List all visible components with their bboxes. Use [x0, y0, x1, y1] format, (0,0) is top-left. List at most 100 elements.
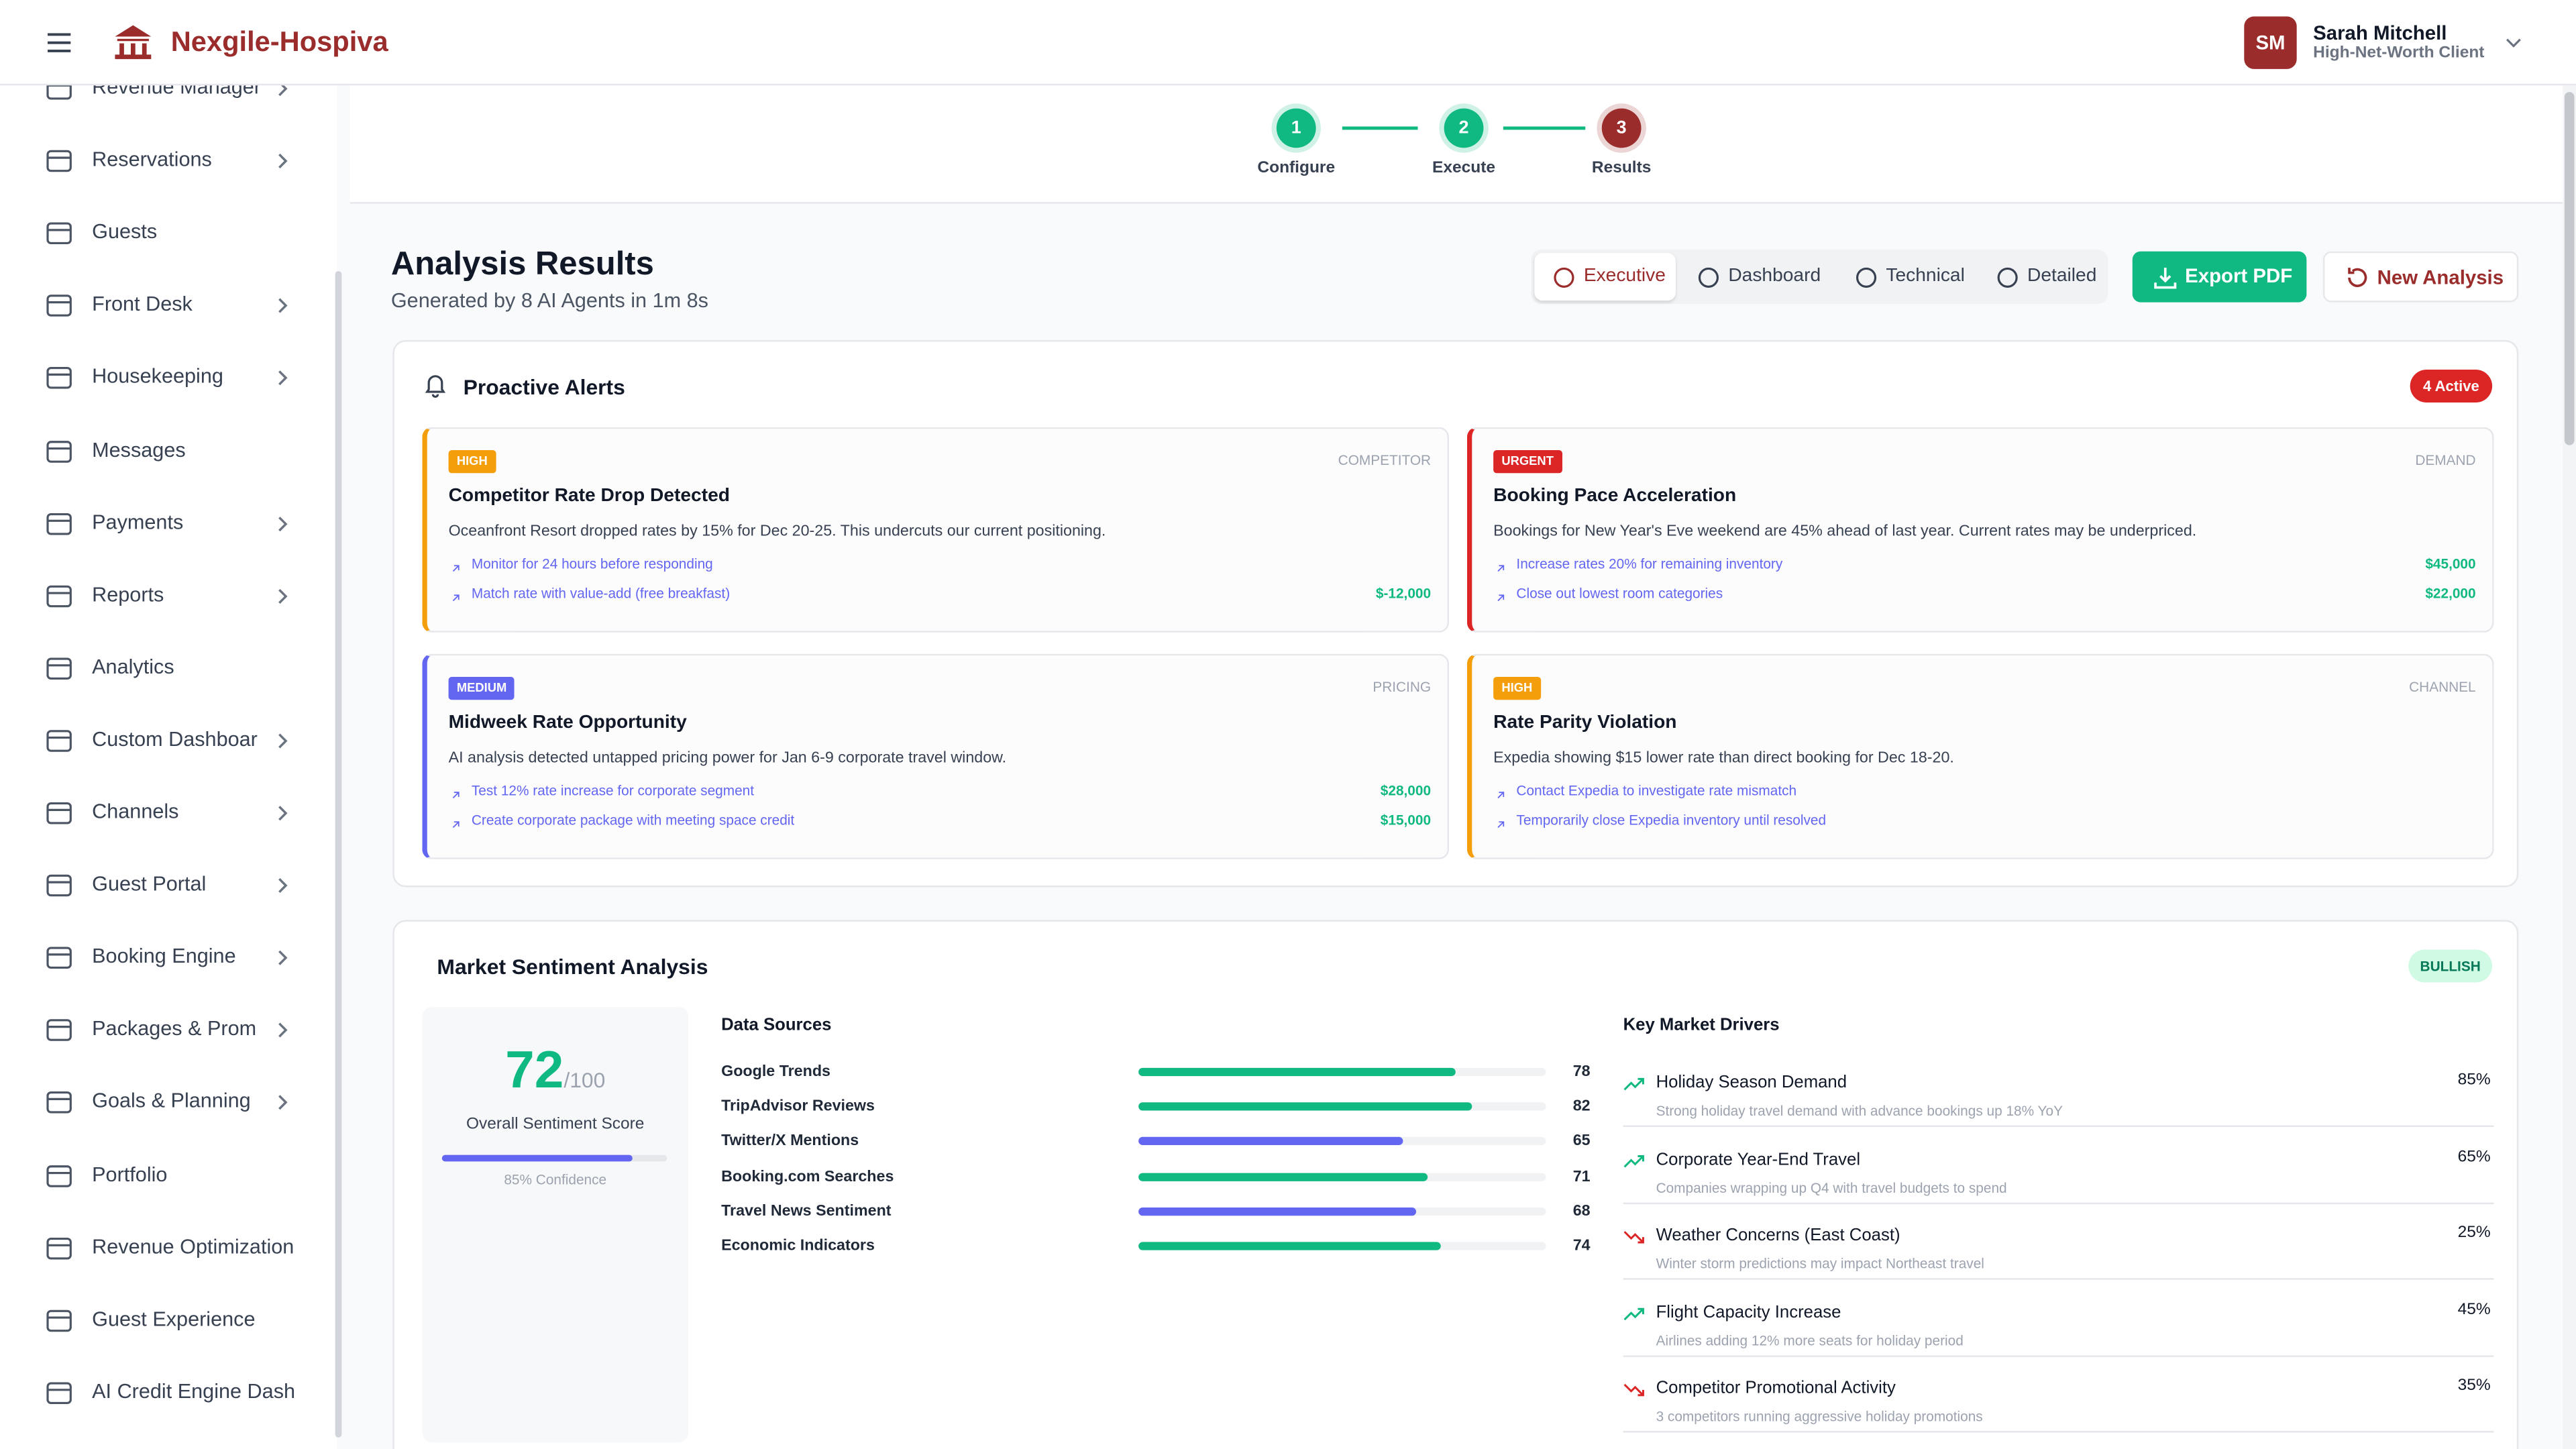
source-track	[1138, 1172, 1546, 1181]
source-name: Economic Indicators	[721, 1237, 875, 1256]
source-name: TripAdvisor Reviews	[721, 1097, 875, 1116]
logo	[115, 25, 152, 60]
alert-action[interactable]: Contact Expedia to investigate rate mism…	[1516, 782, 1797, 799]
alert[interactable]: HIGH COMPETITOR Competitor Rate Drop Detec…	[422, 427, 1450, 633]
nav-item[interactable]: Packages & Prom	[0, 1011, 329, 1051]
alert-action[interactable]: Monitor for 24 hours before responding	[471, 555, 713, 572]
nav-label: Packages & Prom	[92, 1017, 257, 1040]
nav-label: Custom Dashboar	[92, 727, 258, 751]
nav-item[interactable]: Housekeeping	[0, 359, 329, 398]
source-track	[1138, 1137, 1546, 1146]
alert-action[interactable]: Match rate with value-add (free breakfas…	[471, 584, 731, 601]
nav-item[interactable]: Portfolio	[0, 1156, 329, 1195]
confidence-bar	[441, 1155, 633, 1162]
source-bar	[1138, 1067, 1456, 1077]
priority-badge: HIGH	[448, 450, 496, 474]
nav-item[interactable]: Analytics	[0, 649, 329, 688]
nav-label: Front Desk	[92, 292, 193, 316]
alert[interactable]: MEDIUM PRICING Midweek Rate Opportunity AI …	[422, 653, 1450, 859]
trend-icon	[1623, 1231, 1644, 1244]
tab-label: Technical	[1886, 266, 1965, 286]
source-track	[1138, 1102, 1546, 1111]
alert-action[interactable]: Test 12% rate increase for corporate seg…	[471, 782, 755, 799]
source-value: 65	[1572, 1132, 1591, 1151]
action-value: $22,000	[2425, 584, 2476, 601]
nav-label: AI Credit Engine Dash	[92, 1379, 296, 1403]
alert-description: AI analysis detected untapped pricing po…	[448, 749, 1007, 767]
nav-item[interactable]: Guests	[0, 214, 329, 254]
alert[interactable]: URGENT DEMAND Booking Pace Acceleration Boo…	[1466, 427, 2494, 633]
tab-label: Detailed	[2027, 266, 2097, 286]
icon	[1497, 820, 1505, 827]
user-menu[interactable]	[2500, 30, 2526, 56]
icon	[46, 657, 72, 680]
nav-item[interactable]: Channels	[0, 794, 329, 833]
alert-action[interactable]: Increase rates 20% for remaining invento…	[1516, 555, 1783, 572]
icon	[46, 584, 72, 607]
icon	[46, 1091, 72, 1114]
step-label: Configure	[1257, 159, 1336, 178]
score: 72/100	[422, 1040, 688, 1101]
alerts-badge: 4 Active	[2410, 370, 2493, 403]
driver-impact: 45%	[2457, 1301, 2491, 1320]
alert-action[interactable]: Temporarily close Expedia inventory unti…	[1516, 810, 1827, 828]
menu-button[interactable]	[46, 30, 72, 56]
source-track	[1138, 1207, 1546, 1216]
icon	[1497, 792, 1505, 799]
driver-name: Competitor Promotional Activity	[1656, 1379, 1896, 1399]
nav-item[interactable]: Front Desk	[0, 286, 329, 326]
icon	[1997, 267, 2018, 288]
nav-item[interactable]: Messages	[0, 431, 329, 471]
tab[interactable]: Technical	[1837, 253, 1972, 301]
alert[interactable]: HIGH CHANNEL Rate Parity Violation Expedia …	[1466, 653, 2494, 859]
new-analysis-button[interactable]: New Analysis	[2322, 251, 2519, 303]
driver-description: 3 competitors running aggressive holiday…	[1656, 1408, 1983, 1426]
nav-item[interactable]: Goals & Planning	[0, 1083, 329, 1123]
nav-item[interactable]: Reports	[0, 576, 329, 616]
icon	[46, 222, 72, 245]
nav-label: Reports	[92, 582, 164, 606]
nav-item[interactable]: Revenue Optimization	[0, 1228, 329, 1268]
export-button[interactable]: Export PDF	[2132, 251, 2307, 303]
icon	[452, 565, 460, 572]
nav-item[interactable]: Reservations	[0, 142, 329, 181]
tab[interactable]: Executive	[1534, 253, 1676, 301]
icon	[46, 802, 72, 824]
nav-label: Revenue Optimization	[92, 1234, 294, 1258]
divider	[1623, 1125, 2494, 1128]
sources-title: Data Sources	[721, 1015, 832, 1035]
alert-title: Rate Parity Violation	[1493, 712, 1677, 733]
nav-label: Payments	[92, 510, 184, 533]
nav-item[interactable]: Payments	[0, 504, 329, 543]
priority-badge: HIGH	[1493, 676, 1541, 700]
icon	[46, 947, 72, 969]
icon	[46, 294, 72, 317]
tab[interactable]: Detailed	[1978, 253, 2103, 301]
icon	[46, 1019, 72, 1042]
avatar[interactable]: SM	[2244, 16, 2297, 69]
icon	[46, 874, 72, 897]
trend-icon	[1623, 1384, 1644, 1397]
alert-action[interactable]: Create corporate package with meeting sp…	[471, 810, 795, 828]
nav-label: Portfolio	[92, 1162, 168, 1185]
tab-label: Dashboard	[1728, 266, 1821, 286]
nav-item[interactable]: Guest Experience	[0, 1301, 329, 1340]
action-value: $-12,000	[1375, 584, 1432, 601]
nav-label: Booking Engine	[92, 945, 236, 968]
nav-label: Goals & Planning	[92, 1089, 251, 1113]
nav-item[interactable]: AI Credit Engine Dash	[0, 1373, 329, 1413]
alert-action[interactable]: Close out lowest room categories	[1516, 584, 1723, 601]
alert-description: Bookings for New Year's Eve weekend are …	[1493, 522, 2197, 541]
sidebar-scrollbar	[335, 271, 342, 1438]
alert-description: Oceanfront Resort dropped rates by 15% f…	[448, 522, 1106, 541]
nav-item[interactable]: Booking Engine	[0, 938, 329, 978]
alert-category: DEMAND	[2415, 451, 2476, 468]
tab[interactable]: Dashboard	[1679, 253, 1830, 301]
nav-item[interactable]: Guest Portal	[0, 866, 329, 906]
driver-name: Weather Concerns (East Coast)	[1656, 1226, 1900, 1246]
icon	[46, 512, 72, 535]
source-track	[1138, 1067, 1546, 1077]
nav-item[interactable]: Custom Dashboar	[0, 721, 329, 761]
nav-label: Guest Portal	[92, 872, 207, 896]
